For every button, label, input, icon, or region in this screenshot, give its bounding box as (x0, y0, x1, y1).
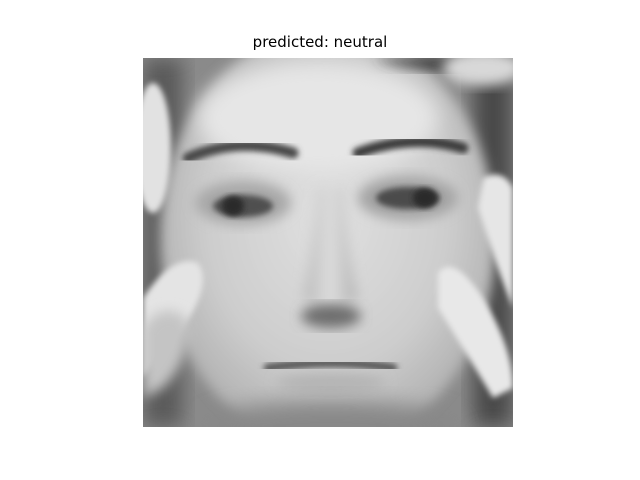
figure-title: predicted: neutral (252, 33, 388, 51)
face-image (143, 58, 513, 427)
